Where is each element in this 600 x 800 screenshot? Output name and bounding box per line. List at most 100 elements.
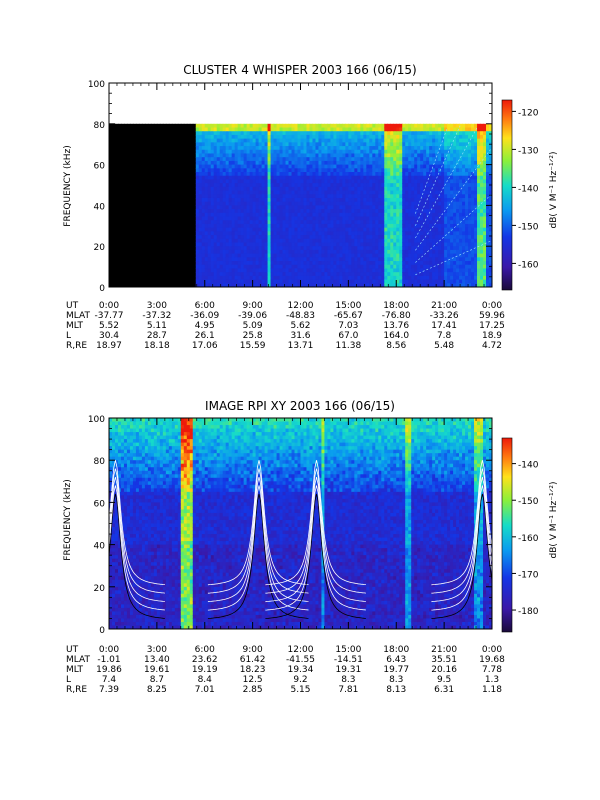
spectrogram-cell bbox=[270, 186, 275, 192]
spectrogram-cell bbox=[222, 194, 227, 199]
spectrogram-cell bbox=[276, 257, 281, 262]
spectrogram-cell bbox=[204, 183, 209, 188]
spectrogram-cell bbox=[222, 138, 227, 143]
spectrogram-cell bbox=[360, 194, 364, 199]
spectrogram-cell bbox=[489, 146, 492, 151]
spectrogram-cell bbox=[288, 283, 293, 287]
spectrogram-cell bbox=[315, 138, 320, 143]
spectrogram-cell bbox=[399, 179, 403, 184]
spectrogram-cell bbox=[375, 249, 379, 255]
spectrogram-cell bbox=[345, 134, 349, 140]
spectrogram-cell bbox=[408, 279, 412, 284]
spectrogram-cell bbox=[465, 209, 469, 214]
spectrogram-cell bbox=[390, 209, 394, 214]
spectrogram-cell bbox=[303, 183, 308, 188]
spectrogram-cell bbox=[327, 153, 332, 158]
spectrogram-cell bbox=[486, 264, 490, 270]
spectrogram-cell bbox=[109, 548, 113, 553]
spectrogram-cell bbox=[420, 261, 424, 266]
spectrogram-cell bbox=[285, 272, 290, 277]
spectrogram-cell bbox=[225, 261, 230, 266]
spectrogram-cell bbox=[351, 257, 355, 262]
spectrogram-cell bbox=[219, 246, 224, 251]
spectrogram-cell bbox=[126, 421, 131, 426]
spectrogram-cell bbox=[282, 268, 287, 273]
spectrogram-cell bbox=[420, 183, 424, 188]
spectrogram-cell bbox=[450, 172, 454, 177]
ephemeris-value: 28.7 bbox=[147, 331, 167, 341]
spectrogram-cell bbox=[282, 183, 287, 188]
spectrogram-cell bbox=[411, 246, 415, 251]
spectrogram-cell bbox=[474, 197, 478, 203]
spectrogram-cell bbox=[306, 209, 311, 214]
spectrogram-cell bbox=[405, 209, 409, 214]
spectrogram-cell bbox=[465, 261, 469, 266]
spectrogram-cell bbox=[459, 264, 463, 270]
spectrogram-cell bbox=[417, 134, 421, 140]
spectrogram-cell bbox=[357, 231, 361, 236]
spectrogram-cell bbox=[123, 491, 128, 496]
spectrogram-cell bbox=[420, 175, 424, 181]
spectrogram-cell bbox=[267, 209, 272, 214]
spectrogram-cell bbox=[360, 231, 364, 236]
spectrogram-cell bbox=[432, 131, 436, 136]
spectrogram-cell bbox=[123, 453, 128, 458]
spectrogram-cell bbox=[477, 249, 481, 255]
spectrogram-cell bbox=[351, 142, 355, 147]
spectrogram-cell bbox=[330, 142, 335, 147]
spectrogram-cell bbox=[399, 197, 403, 203]
spectrogram-cell bbox=[222, 209, 227, 214]
spectrogram-cell bbox=[366, 231, 370, 236]
spectrogram-cell bbox=[393, 183, 397, 188]
spectrogram-cell bbox=[354, 131, 358, 136]
spectrogram-cell bbox=[444, 183, 448, 188]
spectrogram-cell bbox=[444, 134, 448, 140]
spectrogram-cell bbox=[450, 127, 454, 132]
spectrogram-cell bbox=[480, 138, 484, 143]
spectrogram-cell bbox=[213, 131, 218, 136]
spectrogram-cell bbox=[369, 153, 373, 158]
spectrogram-cell bbox=[459, 164, 463, 169]
spectrogram-cell bbox=[345, 235, 349, 240]
spectrogram-cell bbox=[126, 460, 131, 465]
spectrogram-cell bbox=[441, 201, 445, 206]
ephemeris-value: -76.80 bbox=[382, 311, 411, 321]
spectrogram-cell bbox=[444, 175, 448, 181]
spectrogram-cell bbox=[483, 264, 487, 270]
spectrogram-cell bbox=[111, 611, 116, 616]
ephemeris-value: 18.9 bbox=[482, 331, 502, 341]
spectrogram-cell bbox=[414, 238, 418, 244]
spectrogram-cell bbox=[348, 168, 352, 173]
spectrogram-cell bbox=[291, 205, 296, 210]
spectrogram-cell bbox=[315, 268, 320, 273]
spectrogram-cell bbox=[225, 201, 230, 206]
spectrogram-cell bbox=[261, 261, 266, 266]
spectrogram-cell bbox=[348, 142, 352, 147]
spectrogram-cell bbox=[294, 264, 299, 270]
spectrogram-cell bbox=[258, 183, 263, 188]
spectrogram-cell bbox=[330, 227, 335, 232]
spectrogram-cell bbox=[210, 242, 215, 247]
spectrogram-cell bbox=[315, 164, 320, 169]
spectrogram-cell bbox=[384, 160, 388, 166]
spectrogram-cell bbox=[402, 153, 406, 158]
spectrogram-cell bbox=[261, 231, 266, 236]
spectrogram-cell bbox=[462, 179, 466, 184]
spectrogram-cell bbox=[462, 194, 466, 199]
spectrogram-cell bbox=[231, 153, 236, 158]
spectrogram-cell bbox=[423, 190, 427, 195]
spectrogram-cell bbox=[381, 264, 385, 270]
spectrogram-cell bbox=[369, 223, 373, 229]
spectrogram-cell bbox=[273, 190, 278, 195]
spectrogram-cell bbox=[471, 246, 475, 251]
spectrogram-cell bbox=[336, 242, 340, 247]
spectrogram-cell bbox=[426, 257, 430, 262]
spectrogram-cell bbox=[114, 548, 119, 553]
spectrogram-cell bbox=[198, 235, 203, 240]
spectrogram-cell bbox=[324, 127, 329, 132]
spectrogram-cell bbox=[423, 246, 427, 251]
spectrogram-cell bbox=[486, 194, 490, 199]
spectrogram-cell bbox=[249, 146, 254, 151]
spectrogram-cell bbox=[414, 257, 418, 262]
spectrogram-cell bbox=[423, 153, 427, 158]
